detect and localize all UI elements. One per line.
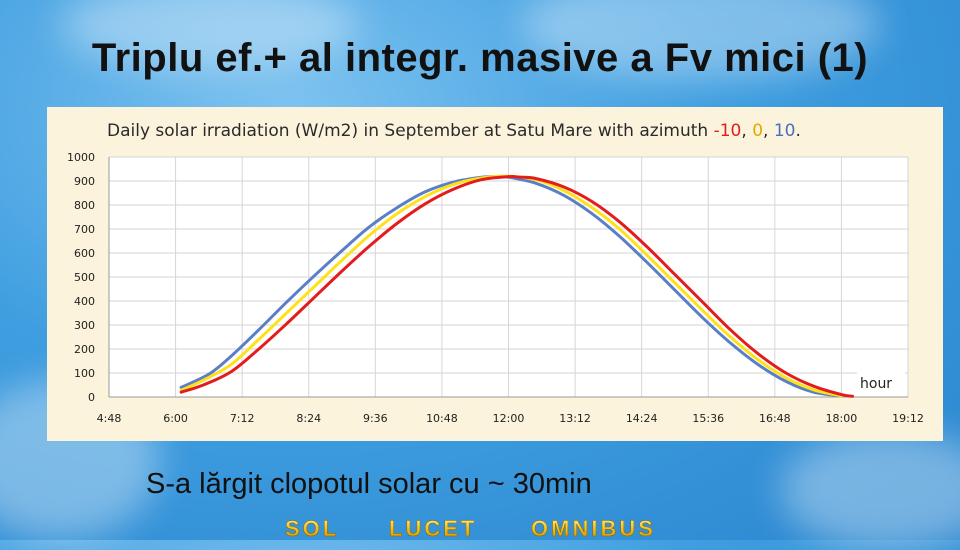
chart-title-part: -10	[714, 121, 742, 141]
chart-title-part: .	[795, 121, 800, 141]
x-tick-label: 9:36	[363, 412, 388, 425]
x-tick-label: 18:00	[826, 412, 858, 425]
y-tick-label: 900	[74, 175, 95, 188]
motto-word-3: OMNIBUS	[531, 516, 656, 542]
cloud-decoration	[780, 430, 960, 550]
x-tick-label: 16:48	[759, 412, 791, 425]
slide-title: Triplu ef.+ al integr. masive a Fv mici …	[91, 36, 869, 80]
x-tick-label: 6:00	[163, 412, 188, 425]
chart-title-part: 10	[774, 121, 796, 141]
y-tick-label: 100	[74, 367, 95, 380]
chart-title-part: 0	[752, 121, 763, 141]
y-tick-label: 300	[74, 319, 95, 332]
y-tick-label: 500	[74, 271, 95, 284]
motto-word-1: SOL	[285, 516, 340, 542]
cloud-decoration	[60, 0, 360, 70]
x-axis-label: hour	[860, 376, 892, 392]
chart-title: Daily solar irradiation (W/m2) in Septem…	[107, 121, 801, 141]
x-tick-label: 15:36	[692, 412, 724, 425]
slide-caption: S-a lărgit clopotul solar cu ~ 30min	[146, 468, 592, 500]
x-tick-label: 13:12	[559, 412, 591, 425]
x-tick-label: 10:48	[426, 412, 458, 425]
chart-title-part: ,	[763, 121, 774, 141]
motto-word-2: LUCET	[389, 516, 478, 542]
y-tick-label: 600	[74, 247, 95, 260]
x-tick-label: 4:48	[97, 412, 122, 425]
y-tick-label: 0	[88, 391, 95, 404]
x-tick-label: 12:00	[493, 412, 525, 425]
y-tick-label: 400	[74, 295, 95, 308]
x-tick-label: 7:12	[230, 412, 255, 425]
x-tick-label: 8:24	[296, 412, 321, 425]
y-tick-label: 200	[74, 343, 95, 356]
x-tick-label: 19:12	[892, 412, 924, 425]
chart-title-part: Daily solar irradiation (W/m2) in Septem…	[107, 121, 714, 141]
chart-title-part: ,	[741, 121, 752, 141]
y-tick-label: 700	[74, 223, 95, 236]
x-axis-label-box	[857, 371, 905, 393]
chart-panel: Daily solar irradiation (W/m2) in Septem…	[47, 107, 943, 441]
irradiation-chart: Daily solar irradiation (W/m2) in Septem…	[67, 121, 924, 425]
y-tick-label: 800	[74, 199, 95, 212]
x-tick-label: 14:24	[626, 412, 658, 425]
series-line-azimuth--10	[179, 175, 855, 398]
y-tick-label: 1000	[67, 151, 95, 164]
